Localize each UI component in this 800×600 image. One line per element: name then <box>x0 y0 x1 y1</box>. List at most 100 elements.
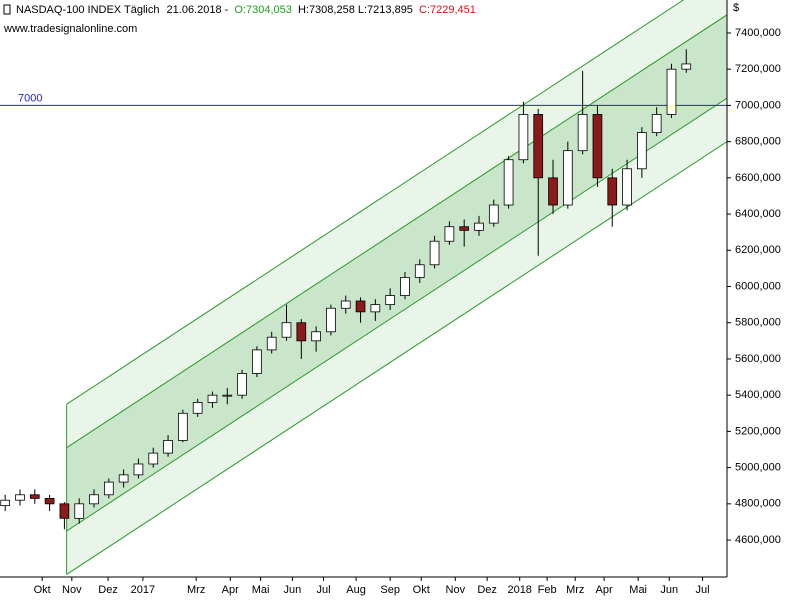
title: NASDAQ-100 INDEX Täglich <box>16 4 159 16</box>
y-tick-label: 5200,000 <box>735 425 781 437</box>
candle-body <box>59 503 70 519</box>
close-label: C:7229,451 <box>419 4 476 16</box>
x-tick-label: Okt <box>34 584 51 596</box>
channel-line <box>66 97 727 532</box>
candle-body <box>370 304 381 313</box>
candle-body <box>444 226 455 242</box>
candle-body <box>548 177 558 206</box>
x-tick-label: Feb <box>538 584 557 596</box>
open-label: O:7304,053 <box>234 4 292 16</box>
channel-line <box>66 14 727 449</box>
x-tick-label: Okt <box>413 584 430 596</box>
x-tick-label: Mrz <box>566 584 584 596</box>
candle-body <box>459 226 470 231</box>
currency: $ <box>733 2 739 14</box>
y-tick-label: 4600,000 <box>735 534 781 546</box>
candle-body <box>666 68 677 115</box>
y-tick-label: 6200,000 <box>735 244 781 256</box>
header: NASDAQ-100 INDEX Täglich 21.06.2018 - O:… <box>16 4 476 16</box>
x-tick-label: Nov <box>62 584 82 596</box>
candle-body <box>237 373 247 396</box>
y-tick-label: 7000,000 <box>735 99 781 111</box>
x-tick-label: Mai <box>629 584 647 596</box>
candle-body <box>355 300 366 313</box>
candle-body <box>385 295 395 306</box>
x-tick-label: Mai <box>252 584 270 596</box>
x-tick-label: Sep <box>380 584 400 596</box>
x-tick-label: Nov <box>446 584 466 596</box>
y-tick-label: 6400,000 <box>735 208 781 220</box>
candle-body <box>577 114 588 152</box>
candle-body <box>592 114 603 179</box>
candle-body <box>518 114 529 161</box>
x-tick-label: Jul <box>316 584 330 596</box>
candle-body <box>133 463 144 476</box>
icon <box>3 4 11 15</box>
x-tick-label: Aug <box>346 584 366 596</box>
candle-body <box>414 264 425 278</box>
x-tick-label: 2018 <box>507 584 531 596</box>
candle-body <box>29 494 40 499</box>
channel-line <box>66 141 727 575</box>
candle-body <box>474 222 484 231</box>
candle-body <box>488 204 499 224</box>
y-tick-label: 6600,000 <box>735 172 781 184</box>
candle-body <box>163 440 173 454</box>
candle-body <box>562 150 573 206</box>
candle-body <box>340 300 351 309</box>
candle-body <box>178 412 188 441</box>
x-tick-label: Dez <box>477 584 497 596</box>
y-tick-label: 5000,000 <box>735 462 781 474</box>
candle-body <box>192 402 203 414</box>
candle-body <box>89 494 99 505</box>
channel-outer <box>66 0 727 575</box>
candle-body <box>429 240 440 266</box>
candle-body <box>252 349 262 374</box>
y-tick-label: 5400,000 <box>735 389 781 401</box>
y-tick-label: 5800,000 <box>735 317 781 329</box>
candle-body <box>222 394 233 397</box>
date: 21.06.2018 - <box>167 4 229 16</box>
candle-body <box>503 159 514 206</box>
website: www.tradesignalonline.com <box>3 23 137 35</box>
y-tick-label: 5600,000 <box>735 353 781 365</box>
candle-body <box>400 277 410 296</box>
candle-body <box>311 331 321 342</box>
y-tick-label: 6000,000 <box>735 280 781 292</box>
x-tick-label: Apr <box>222 584 239 596</box>
x-tick-label: Jun <box>660 584 678 596</box>
x-tick-label: Dez <box>98 584 118 596</box>
y-tick-label: 7200,000 <box>735 63 781 75</box>
y-tick-label: 7400,000 <box>735 27 781 39</box>
x-tick-label: Jul <box>696 584 710 596</box>
candle-body <box>681 63 692 70</box>
candle-body <box>533 114 544 179</box>
candle-body <box>118 474 129 483</box>
y-tick-label: 6800,000 <box>735 136 781 148</box>
channel <box>66 0 727 575</box>
plot-area <box>0 49 727 530</box>
candle-body <box>103 481 114 496</box>
channel-line <box>66 0 685 405</box>
candle-body <box>281 322 292 338</box>
channel-inner <box>66 14 727 531</box>
candle-body <box>207 394 218 403</box>
y-tick-label: 4800,000 <box>735 498 781 510</box>
reference-label: 7000 <box>18 92 42 104</box>
x-tick-label: 2017 <box>131 584 155 596</box>
candle-body <box>651 114 662 133</box>
x-tick-label: Mrz <box>187 584 205 596</box>
candle-body <box>44 498 55 505</box>
x-tick-label: Jun <box>284 584 302 596</box>
high-low-label: H:7308,258 L:7213,895 <box>298 4 413 16</box>
candle-body <box>637 132 647 170</box>
candle-body <box>326 307 336 333</box>
x-tick-label: Apr <box>596 584 613 596</box>
candle-body <box>0 499 11 507</box>
candle-body <box>148 452 159 465</box>
candle-body <box>266 336 277 351</box>
candle-body <box>15 494 25 501</box>
candle-body <box>74 503 85 519</box>
candle-body <box>607 177 618 206</box>
